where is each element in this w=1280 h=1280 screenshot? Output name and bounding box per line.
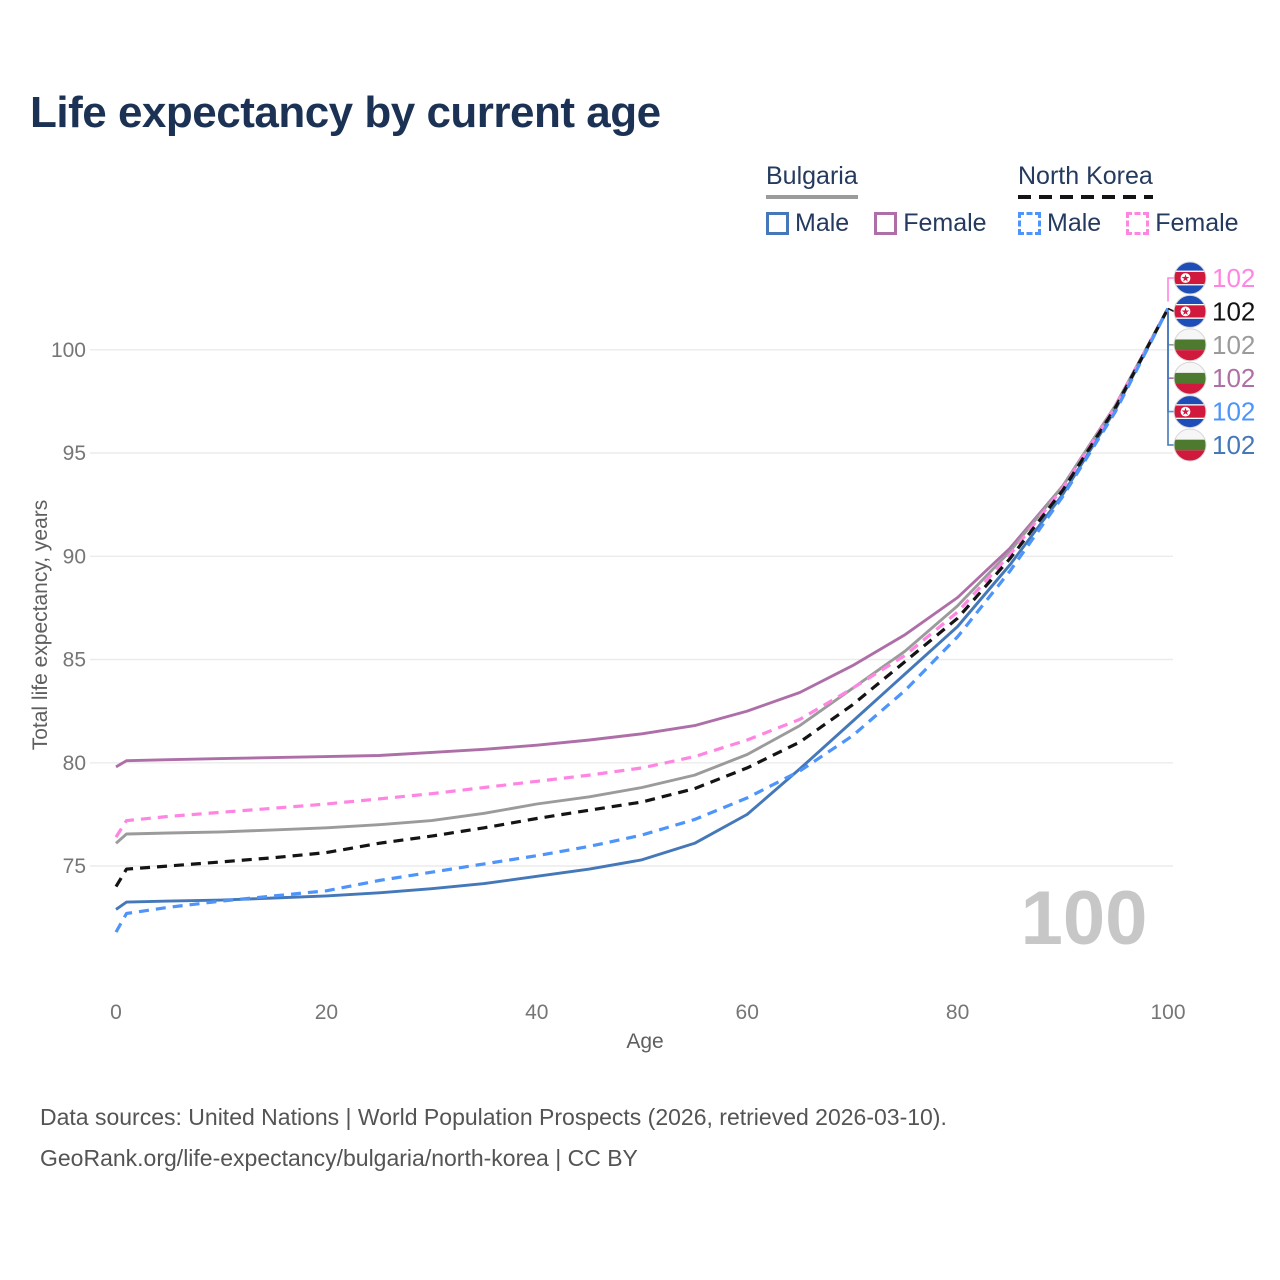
x-tick-label: 20	[315, 1001, 338, 1024]
legend-line-sample-dashed	[1018, 195, 1153, 199]
legend-swatch-north-korea-male	[1018, 212, 1041, 235]
legend-group-bulgaria: Bulgaria Male Female	[766, 162, 987, 238]
series-line-bulgaria-female[interactable]	[115, 307, 1170, 769]
end-value-label-north-korea-both-sexes: 102	[1212, 296, 1255, 326]
svg-text:★: ★	[1181, 407, 1190, 418]
end-label-leader-line	[1167, 307, 1175, 313]
legend-swatch-bulgaria-female	[874, 212, 898, 235]
end-label-leader-line	[1167, 311, 1174, 446]
legend-item-bulgaria-female[interactable]: Female	[874, 209, 987, 238]
legend-item-label: Female	[1155, 209, 1239, 237]
x-tick-label: 40	[525, 1001, 548, 1024]
series-line-north-korea-male[interactable]	[114, 307, 1170, 933]
flag-icon-north-korea: ★	[1174, 295, 1206, 328]
flag-icon-bulgaria	[1174, 429, 1206, 461]
flag-icon-bulgaria	[1174, 328, 1206, 361]
end-label-leader-line	[1167, 277, 1174, 302]
x-tick-label: 100	[1150, 1001, 1185, 1024]
series-line-bulgaria-male[interactable]	[115, 307, 1170, 911]
legend-item-label: Male	[795, 209, 850, 237]
end-label-leader-line	[1167, 311, 1174, 413]
flag-icon-north-korea: ★	[1174, 395, 1206, 428]
legend-item-label: Male	[1047, 209, 1102, 237]
legend-swatch-north-korea-female	[1126, 212, 1150, 235]
page-title: Life expectancy by current age	[30, 88, 661, 137]
legend-item-label: Female	[903, 209, 987, 237]
series-line-north-korea-female[interactable]	[114, 307, 1170, 838]
y-tick-label: 80	[63, 752, 86, 775]
legend-line-sample-solid	[766, 195, 858, 199]
legend-country-label-north-korea: North Korea	[1018, 162, 1153, 190]
line-chart-canvas: 75 80 85 90 95 100 0 20 40 60 80 100 Age Total life e…	[29, 261, 1255, 1053]
y-tick-label: 90	[63, 545, 86, 568]
y-tick-label: 100	[51, 339, 86, 362]
footer: Data sources: United Nations | World Pop…	[40, 1097, 947, 1179]
x-tick-label: 60	[736, 1001, 759, 1024]
flag-icon-bulgaria	[1174, 362, 1206, 395]
svg-text:★: ★	[1181, 274, 1190, 285]
legend-item-north-korea-male[interactable]: Male	[1018, 209, 1101, 238]
end-value-label-bulgaria-female: 102	[1212, 363, 1255, 393]
end-value-label-bulgaria-both-sexes: 102	[1212, 330, 1255, 360]
end-value-label-north-korea-female: 102	[1212, 263, 1255, 293]
series-line-bulgaria-both-sexes[interactable]	[115, 307, 1170, 845]
legend-item-bulgaria-male[interactable]: Male	[766, 209, 849, 238]
footer-data-sources: Data sources: United Nations | World Pop…	[40, 1104, 947, 1130]
svg-text:★: ★	[1181, 307, 1190, 318]
legend-group-north-korea: North Korea Male Female	[1018, 162, 1239, 238]
y-tick-label: 85	[63, 649, 86, 672]
x-tick-label: 80	[946, 1001, 969, 1024]
x-tick-label: 0	[110, 1001, 122, 1024]
x-axis-title: Age	[626, 1030, 663, 1053]
legend-swatch-bulgaria-male	[766, 212, 789, 235]
end-label-leader-line	[1167, 311, 1174, 346]
age-watermark: 100	[1021, 876, 1148, 961]
y-tick-label: 75	[63, 855, 86, 878]
flag-icon-north-korea: ★	[1174, 262, 1206, 294]
y-tick-label: 95	[63, 442, 86, 465]
legend-item-north-korea-female[interactable]: Female	[1126, 209, 1239, 238]
legend-country-label-bulgaria: Bulgaria	[766, 162, 858, 190]
end-value-label-north-korea-male: 102	[1212, 397, 1255, 427]
y-axis-title: Total life expectancy, years	[29, 500, 52, 751]
footer-url: GeoRank.org/life-expectancy/bulgaria/nor…	[40, 1145, 638, 1171]
series-line-north-korea-both-sexes[interactable]	[114, 307, 1170, 888]
end-value-label-bulgaria-male: 102	[1212, 430, 1255, 460]
